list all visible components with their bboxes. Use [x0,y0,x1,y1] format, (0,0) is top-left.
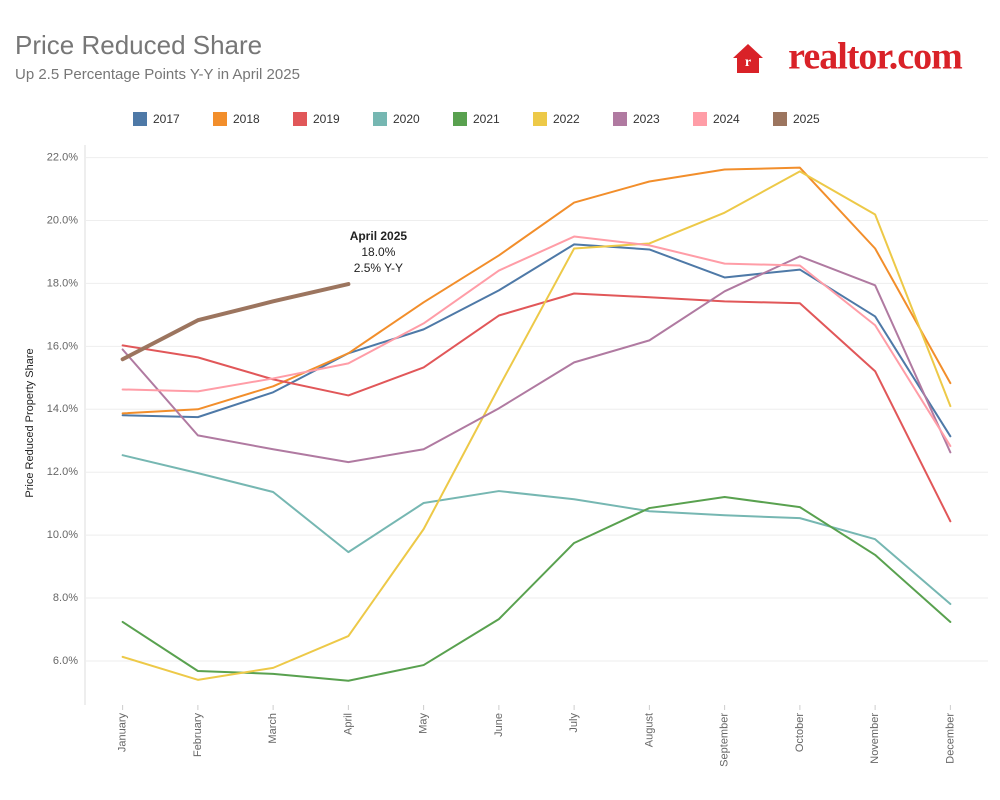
x-tick-label: November [869,713,881,764]
x-tick-label: May [418,713,430,734]
legend-label: 2024 [713,112,740,126]
annotation: April 2025 [350,229,408,243]
logo-icon: r [733,44,763,73]
x-tick-label: September [719,713,731,767]
series-line [121,292,952,523]
series-line [121,170,952,681]
x-tick-label: February [192,713,204,758]
y-tick-label: 14.0% [47,403,78,415]
legend-swatch [533,112,547,126]
y-tick-label: 22.0% [47,151,78,163]
x-tick-label: June [493,713,505,737]
svg-text:r: r [745,55,751,70]
legend-label: 2017 [153,112,180,126]
y-tick-label: 10.0% [47,529,78,541]
y-tick-label: 20.0% [47,214,78,226]
legend-swatch [373,112,387,126]
legend-label: 2018 [233,112,260,126]
legend-label: 2025 [793,112,820,126]
legend-swatch [213,112,227,126]
series-line [121,166,952,415]
x-tick-label: August [643,713,655,747]
x-tick-label: July [568,713,580,733]
series-line [121,235,952,448]
annotation: 2.5% Y-Y [354,261,403,275]
legend-swatch [693,112,707,126]
x-tick-label: April [342,713,354,735]
legend-swatch [133,112,147,126]
annotation: 18.0% [361,245,395,259]
y-tick-label: 6.0% [53,655,78,667]
series-line [121,496,952,682]
logo: realtor.com [788,36,962,78]
legend-swatch [613,112,627,126]
y-tick-label: 12.0% [47,466,78,478]
y-tick-label: 16.0% [47,340,78,352]
x-tick-label: January [117,713,129,753]
series-line [121,255,952,464]
y-axis-label: Price Reduced Property Share [24,348,36,497]
series-line [121,243,952,438]
legend-swatch [453,112,467,126]
x-tick-label: October [794,713,806,752]
x-tick-label: December [944,713,956,764]
series-line [120,282,351,362]
legend-swatch [293,112,307,126]
chart-subtitle: Up 2.5 Percentage Points Y-Y in April 20… [15,66,300,83]
legend-swatch [773,112,787,126]
y-tick-label: 18.0% [47,277,78,289]
series-line [121,454,952,606]
y-tick-label: 8.0% [53,592,78,604]
legend-label: 2023 [633,112,660,126]
legend-label: 2020 [393,112,420,126]
legend-label: 2019 [313,112,340,126]
legend-label: 2021 [473,112,500,126]
legend-label: 2022 [553,112,580,126]
x-tick-label: March [267,713,279,744]
chart-title: Price Reduced Share [15,30,262,60]
